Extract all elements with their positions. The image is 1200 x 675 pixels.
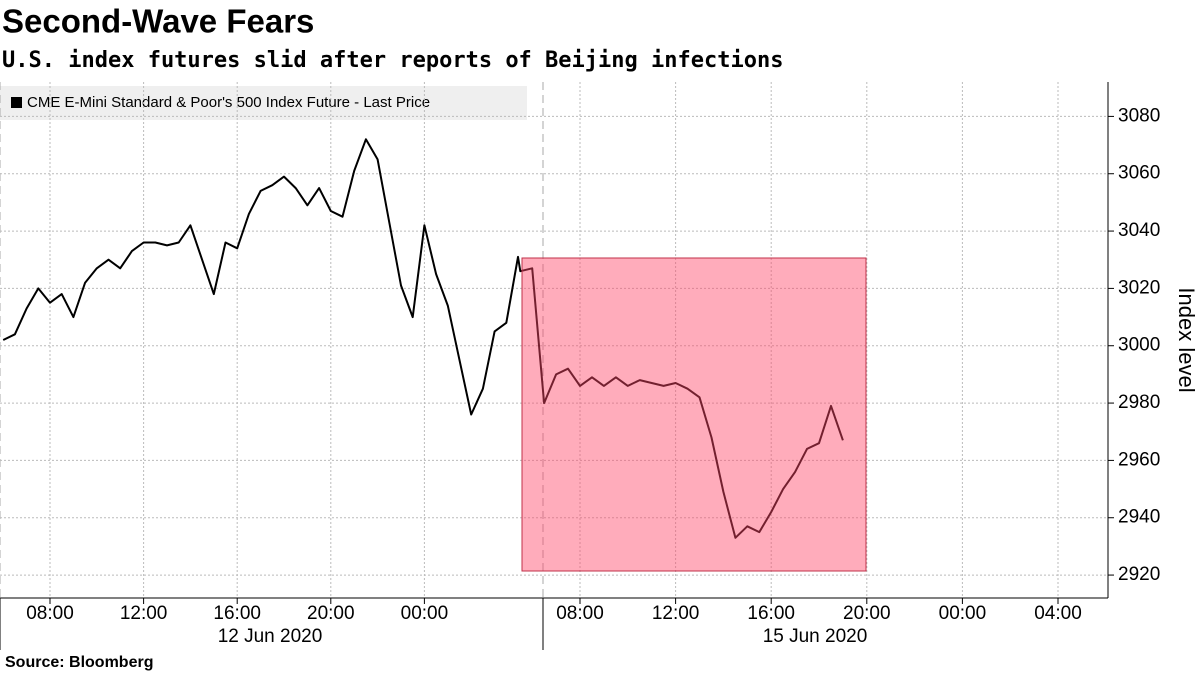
y-tick-label: 2920: [1118, 564, 1160, 585]
y-tick-label: 3040: [1118, 220, 1160, 241]
source: Source: Bloomberg: [5, 654, 153, 671]
highlight-box: [521, 257, 867, 572]
x-tick-label: 00:00: [939, 603, 987, 624]
y-tick-label: 3080: [1118, 105, 1160, 126]
x-tick-label: 12:00: [120, 603, 168, 624]
chart-title: Second-Wave Fears: [2, 3, 314, 40]
x-tick-label: 16:00: [747, 603, 795, 624]
legend-box: [0, 86, 527, 120]
y-tick-label: 3060: [1118, 163, 1160, 184]
y-tick-label: 2940: [1118, 507, 1160, 528]
x-tick-label: 16:00: [213, 603, 261, 624]
chart-subtitle: U.S. index futures slid after reports of…: [2, 48, 783, 73]
x-tick-label: 08:00: [26, 603, 74, 624]
legend-swatch: [11, 97, 22, 108]
x-tick-label: 00:00: [401, 603, 449, 624]
y-tick-label: 3020: [1118, 277, 1160, 298]
date-label: 12 Jun 2020: [218, 626, 323, 647]
y-axis-label: Index level: [1174, 287, 1199, 392]
date-label: 15 Jun 2020: [763, 626, 868, 647]
x-tick-label: 20:00: [843, 603, 891, 624]
x-tick-label: 20:00: [307, 603, 355, 624]
y-tick-label: 3000: [1118, 335, 1160, 356]
x-tick-label: 08:00: [556, 603, 604, 624]
x-tick-label: 12:00: [652, 603, 700, 624]
plot: 2920 2940 2960 2980 3000 3020 3040 3060 3080 08:0…: [0, 82, 1160, 624]
y-tick-label: 2980: [1118, 392, 1160, 413]
y-tick-label: 2960: [1118, 449, 1160, 470]
legend-label: CME E-Mini Standard & Poor's 500 Index F…: [27, 94, 430, 111]
x-tick-label: 04:00: [1034, 603, 1082, 624]
series-line: [2, 138, 844, 539]
